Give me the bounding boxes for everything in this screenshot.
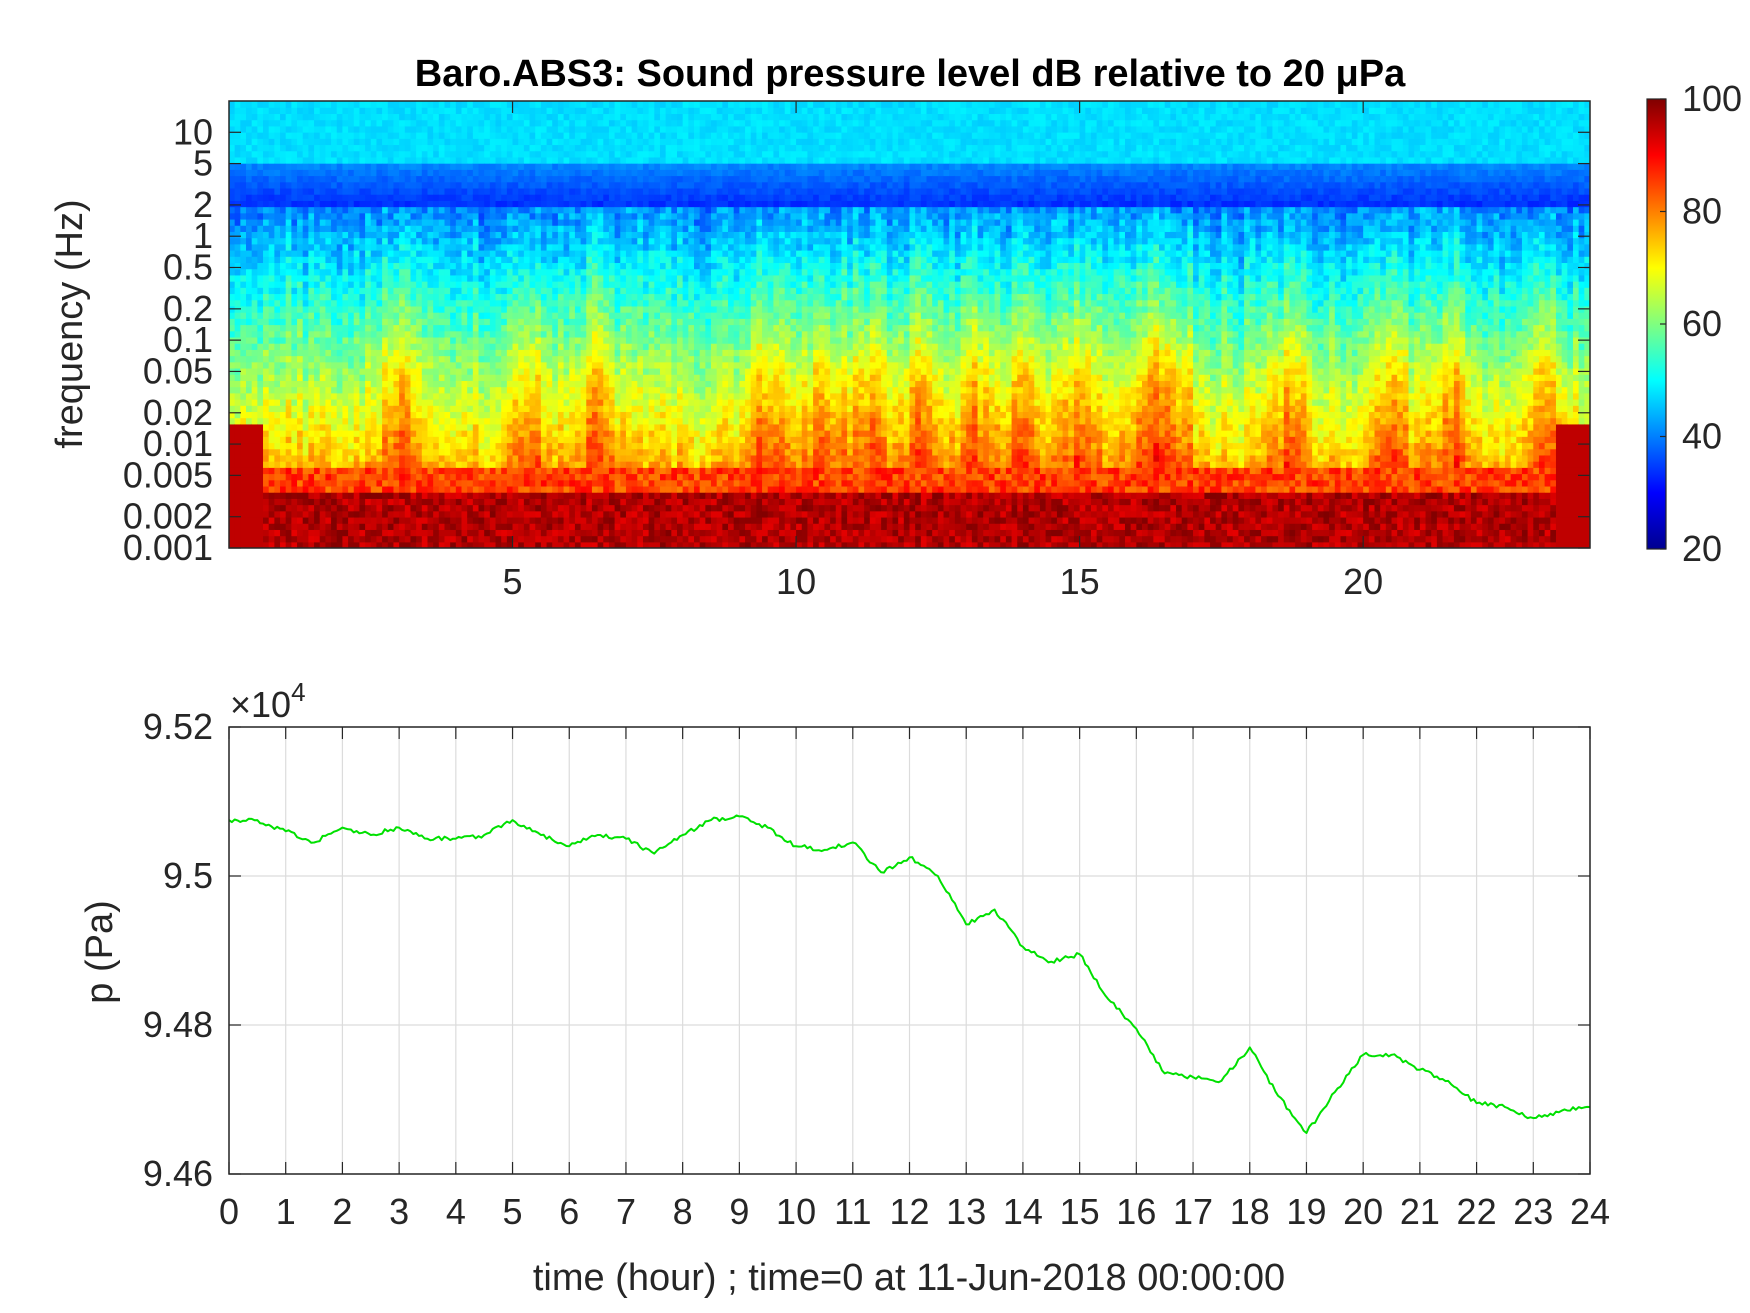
pressure-x-tick-label: 1: [276, 1191, 296, 1232]
pressure-x-tick-label: 11: [834, 1191, 871, 1232]
pressure-y-multiplier: ×104: [230, 677, 306, 725]
pressure-x-tick-label: 12: [889, 1191, 929, 1232]
pressure-x-tick-label: 2: [332, 1191, 352, 1232]
pressure-x-tick-label: 20: [1343, 1191, 1383, 1232]
pressure-x-tick-label: 17: [1173, 1191, 1213, 1232]
pressure-x-tick-label: 16: [1116, 1191, 1156, 1232]
pressure-x-tick-label: 3: [389, 1191, 409, 1232]
colorbar-tick-label: 60: [1682, 303, 1722, 344]
pressure-x-tick-label: 23: [1513, 1191, 1553, 1232]
spectrogram-y-tick-label: 0.1: [163, 319, 213, 360]
spectrogram-y-ticks: 0.0010.0020.0050.010.020.050.10.20.51251…: [123, 111, 1590, 568]
pressure-y-tick-label: 9.52: [143, 706, 213, 747]
colorbar-tick-label: 20: [1682, 528, 1722, 569]
pressure-x-tick-label: 6: [559, 1191, 579, 1232]
spectrogram-x-ticks: 5 10 15 20: [503, 101, 1383, 602]
spectrogram-y-tick-label: 0.01: [143, 423, 213, 464]
spectrogram-y-tick-label: 0.02: [143, 392, 213, 433]
pressure-x-tick-label: 8: [673, 1191, 693, 1232]
pressure-x-tick-label: 5: [503, 1191, 523, 1232]
pressure-ylabel: p (Pa): [79, 900, 121, 1003]
pressure-x-tick-label: 0: [219, 1191, 239, 1232]
spectrogram-y-tick-label: 0.5: [163, 246, 213, 287]
spectrogram-y-tick-label: 5: [193, 143, 213, 184]
spectrogram-y-tick-label: 0.005: [123, 454, 213, 495]
colorbar-tick-label: 80: [1682, 191, 1722, 232]
pressure-x-tick-label: 14: [1003, 1191, 1043, 1232]
pressure-x-tick-label: 22: [1457, 1191, 1497, 1232]
pressure-x-tick-label: 19: [1286, 1191, 1326, 1232]
spectrogram-image: [229, 101, 1590, 548]
spectrogram-y-tick-label: 0.05: [143, 350, 213, 391]
colorbar-ticks: 20 40 60 80 100: [1660, 78, 1742, 569]
pressure-y-tick-label: 9.5: [163, 855, 213, 896]
spectrogram-axes-box: [228, 100, 1591, 549]
pressure-xlabel: time (hour) ; time=0 at 11-Jun-2018 00:0…: [533, 1257, 1285, 1299]
pressure-x-tick-label: 13: [946, 1191, 986, 1232]
spectrogram-title: Baro.ABS3: Sound pressure level dB relat…: [415, 53, 1406, 95]
spectrogram-ylabel: frequency (Hz): [49, 199, 91, 448]
colorbar-tick-label: 100: [1682, 78, 1742, 119]
spectrogram-y-tick-label: 2: [193, 184, 213, 225]
pressure-y-tick-label: 9.46: [143, 1153, 213, 1194]
spectrogram-y-tick-label: 10: [173, 111, 213, 152]
colorbar-tick-label: 40: [1682, 416, 1722, 457]
spectrogram-y-tick-label: 1: [193, 215, 213, 256]
spectrogram-y-tick-label: 0.002: [123, 496, 213, 537]
pressure-x-tick-label: 9: [729, 1191, 749, 1232]
pressure-x-tick-label: 18: [1230, 1191, 1270, 1232]
pressure-series-line: [229, 814, 1590, 1134]
spectrogram-y-tick-label: 0.2: [163, 288, 213, 329]
pressure-x-tick-label: 7: [616, 1191, 636, 1232]
spectrogram-x-tick-label: 10: [776, 561, 816, 602]
pressure-x-tick-label: 4: [446, 1191, 466, 1232]
spectrogram-y-tick-label: 0.001: [123, 527, 213, 568]
pressure-y-tick-label: 9.48: [143, 1004, 213, 1045]
pressure-x-tick-label: 15: [1060, 1191, 1100, 1232]
spectrogram-x-tick-label: 15: [1060, 561, 1100, 602]
pressure-y-ticks: 9.46 9.48 9.5 9.52: [143, 706, 1590, 1194]
pressure-x-ticks: 0 1 2 3 4 5 6 7 8 9 10 11 12 13 14 15 16 17 18 19 20 21 22 23 24: [219, 727, 1610, 1232]
spectrogram-x-tick-label: 5: [503, 561, 523, 602]
spectrogram-x-tick-label: 20: [1343, 561, 1383, 602]
pressure-x-tick-label: 24: [1570, 1191, 1610, 1232]
pressure-x-tick-label: 10: [776, 1191, 816, 1232]
pressure-x-tick-label: 21: [1400, 1191, 1440, 1232]
